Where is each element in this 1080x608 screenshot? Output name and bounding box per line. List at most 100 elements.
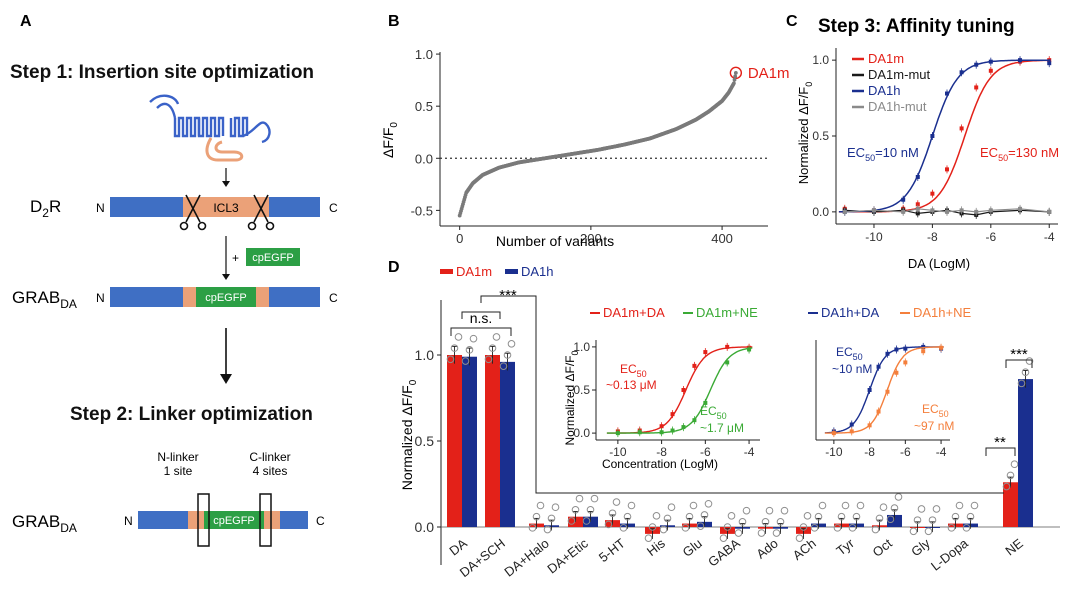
inset1-ylabel: Normalized ΔF/F0 <box>563 350 580 445</box>
d-replicate <box>955 501 964 510</box>
inset-legend-label: DA1h+NE <box>913 305 971 320</box>
d-replicate <box>461 357 470 365</box>
b-x-tick-label: 0 <box>456 231 463 246</box>
inset-point-DA1m+NE <box>637 430 642 435</box>
cpegfp-label: cpEGFP <box>213 515 255 527</box>
d-replicate <box>507 340 516 348</box>
d-replicate <box>1002 482 1011 491</box>
inset-x-tick-label: -4 <box>744 445 755 459</box>
d-replicate <box>499 362 508 370</box>
d-replicate <box>648 523 657 531</box>
d-replicate <box>623 512 632 521</box>
nlinker-label: N-linker <box>157 450 198 464</box>
d-category-label: His <box>644 535 668 559</box>
b-highlight-circle <box>729 66 743 80</box>
c-x-tick-label: -10 <box>865 230 883 244</box>
d-replicate <box>803 512 812 520</box>
c-legend-label: DA1h-mut <box>868 99 927 114</box>
d-category-label: DA+Halo <box>501 536 552 580</box>
d-replicate <box>924 527 933 536</box>
d-sig-label: *** <box>499 287 517 304</box>
inset-point-DA1m+DA <box>703 350 708 355</box>
d-replicate <box>970 501 979 510</box>
c-point-DA1m <box>959 126 964 131</box>
c-point-DA1h <box>1047 61 1052 66</box>
d-replicate <box>966 512 975 521</box>
legend-swatch-da1m <box>440 269 453 274</box>
d-replicate <box>465 346 474 354</box>
c-legend-label: DA1h <box>868 83 901 98</box>
d-replicate <box>700 511 709 519</box>
d-bar-DA1m <box>485 355 500 527</box>
b-xlabel: Number of variants <box>496 233 614 249</box>
inset-point-DA1h+DA <box>903 346 908 351</box>
d-bar-DA1m <box>447 355 462 527</box>
inset-x-tick-label: -4 <box>936 445 947 459</box>
panel-label-b: B <box>388 13 400 30</box>
d-replicate <box>928 516 937 524</box>
c-point-DA1h <box>1018 58 1023 63</box>
b-y-tick-label: 1.0 <box>415 47 433 62</box>
d-replicate <box>627 501 636 510</box>
inset-legend-label: DA1h+DA <box>821 305 879 320</box>
inset-point-DA1h+DA <box>885 351 890 356</box>
b-data-point <box>732 77 737 82</box>
d-replicate <box>780 506 789 515</box>
d-category-label: Ado <box>753 536 780 562</box>
d-replicate <box>1021 368 1030 377</box>
d-replicate <box>543 525 552 534</box>
inset-point-DA1m+NE <box>670 428 675 433</box>
inset-point-DA1m+NE <box>615 431 620 436</box>
scissors-icon <box>179 194 207 231</box>
c-x-tick-label: -6 <box>985 230 996 244</box>
d-replicate <box>742 506 751 515</box>
inset-point-DA1h+DA <box>876 364 881 369</box>
d-sig-bracket <box>450 327 512 336</box>
inset-x-tick-label: -10 <box>825 445 843 459</box>
inset-point-DA1m+DA <box>670 412 675 417</box>
inset-point-DA1h+NE <box>894 370 899 375</box>
d-replicate <box>727 512 736 520</box>
nlinker-sites: 1 site <box>164 464 193 478</box>
d-replicate <box>454 333 463 341</box>
d-legend: DA1m DA1h <box>440 264 554 279</box>
c-ylabel: Normalized ΔF/F0 <box>796 82 814 185</box>
d-replicate <box>571 506 580 514</box>
inset2-annotation-da-value: ~10 nM <box>832 362 872 376</box>
inset-point-DA1h+DA <box>894 347 899 352</box>
c-point-DA1h-mut <box>901 209 906 214</box>
cpegfp-label: cpEGFP <box>252 252 294 264</box>
d-replicate <box>886 515 895 524</box>
d-replicate <box>932 505 941 513</box>
legend-swatch-da1h <box>505 269 518 274</box>
d-replicate <box>1025 357 1034 365</box>
d-replicate <box>765 506 774 515</box>
d-replicate <box>532 512 541 521</box>
b-highlight-label: DA1m <box>748 65 790 82</box>
inset-legend-label: DA1m+NE <box>696 305 758 320</box>
c-point-DA1h <box>945 91 949 96</box>
d-replicate <box>685 512 694 521</box>
inset-point-DA1h+NE <box>867 423 872 428</box>
b-ylabel: ΔF/F0 <box>380 122 400 158</box>
c-point-DA1h <box>915 174 920 179</box>
d-category-label: NE <box>1002 535 1026 558</box>
inset1-annotation-ne-value: ~1.7 μM <box>700 421 744 435</box>
inset-x-tick-label: -6 <box>900 445 911 459</box>
inset-x-tick-label: -6 <box>700 445 711 459</box>
c-point-DA1h-mut <box>842 209 847 214</box>
c-terminal: C <box>329 201 338 215</box>
inset2-annotation-da: EC50 <box>836 345 863 362</box>
inset-point-DA1m+DA <box>692 363 697 368</box>
d-replicate <box>663 514 672 523</box>
c-x-tick-label: -8 <box>927 230 938 244</box>
d-category-label: GABA <box>705 535 743 569</box>
d-category-label: Tyr <box>833 535 857 558</box>
d-y-tick-label: 0.5 <box>415 433 435 449</box>
inset2-annotation-ne-value: ~97 nM <box>914 419 954 433</box>
nlinker-box <box>197 493 210 547</box>
inset-point-DA1m+NE <box>703 400 708 405</box>
d-replicate <box>757 529 766 537</box>
